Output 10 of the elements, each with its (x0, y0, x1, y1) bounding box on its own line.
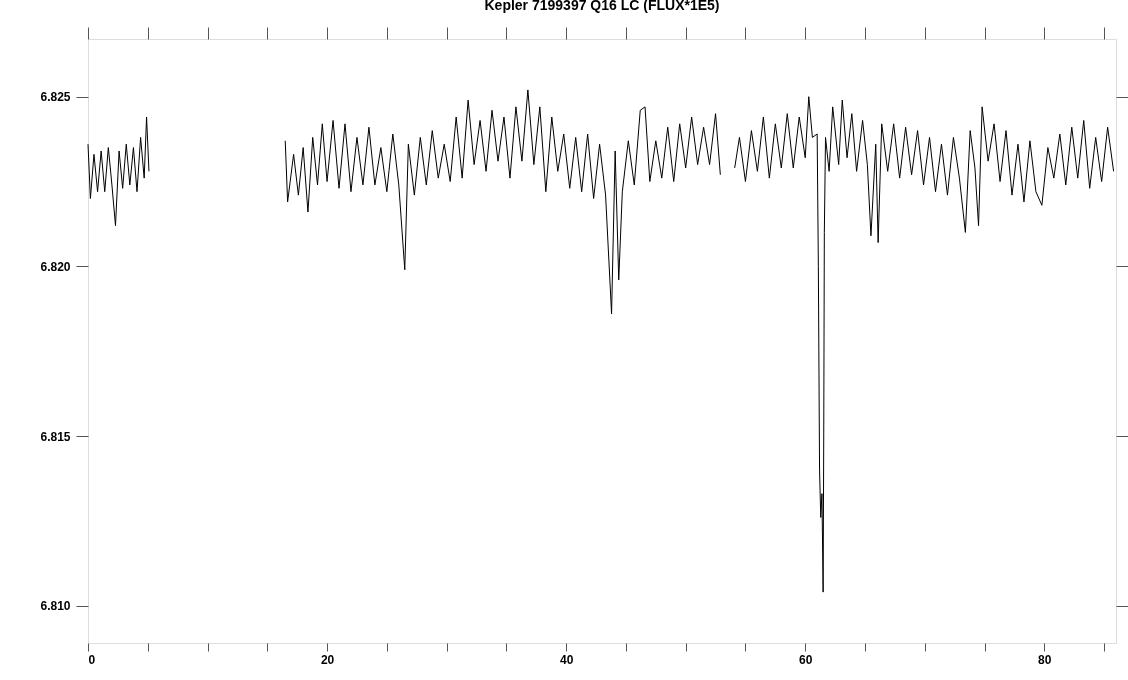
x-tick-label: 80 (1038, 652, 1052, 667)
x-tick-label: 40 (559, 652, 574, 667)
x-tick-label: 20 (320, 652, 335, 667)
x-tick-label: 60 (799, 652, 813, 667)
y-tick-label: 6.820 (40, 259, 71, 274)
y-tick-label: 6.815 (40, 429, 71, 444)
y-tick-label: 6.825 (40, 90, 71, 105)
chart-title: Kepler 7199397 Q16 LC (FLUX*1E5) (484, 0, 720, 13)
y-tick-label: 6.810 (40, 599, 71, 614)
x-tick-label: 0 (88, 652, 96, 667)
